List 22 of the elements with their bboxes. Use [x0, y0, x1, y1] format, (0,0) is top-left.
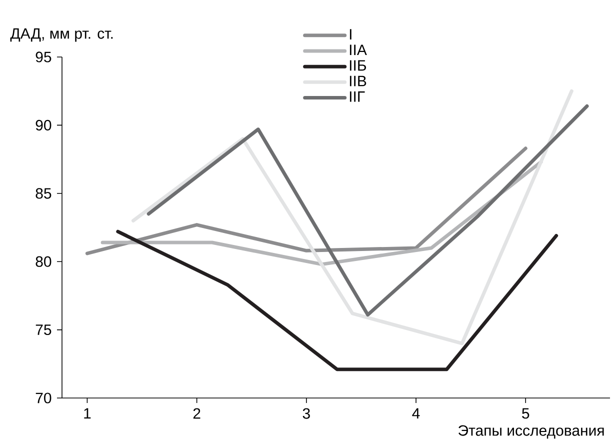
line-series [85, 146, 528, 256]
y-tick-label: 85 [36, 188, 52, 199]
y-tick-label: 95 [36, 52, 52, 62]
y-tick-label: 90 [36, 120, 52, 130]
legend-label: IIA [350, 44, 367, 56]
y-tick-label: 70 [36, 392, 52, 404]
y-tick-label: 80 [36, 256, 52, 267]
x-tick-label: 1 [84, 408, 91, 419]
y-axis-title: ДАД, мм рт. ст. [10, 28, 113, 42]
legend-label: IIВ [350, 76, 366, 86]
legend-label: I [350, 29, 352, 40]
x-tick-label: 4 [412, 408, 420, 419]
x-tick-label: 2 [193, 408, 200, 419]
line-series [146, 104, 589, 317]
legend-label: IIБ [350, 60, 366, 71]
legend-label: IIГ [350, 91, 365, 102]
x-tick-label: 5 [522, 408, 530, 419]
line-series [116, 230, 558, 372]
line-series [131, 89, 574, 346]
x-axis-title: Этапы исследования [458, 425, 604, 439]
y-tick-label: 75 [36, 324, 52, 336]
x-tick-label: 3 [302, 408, 310, 419]
